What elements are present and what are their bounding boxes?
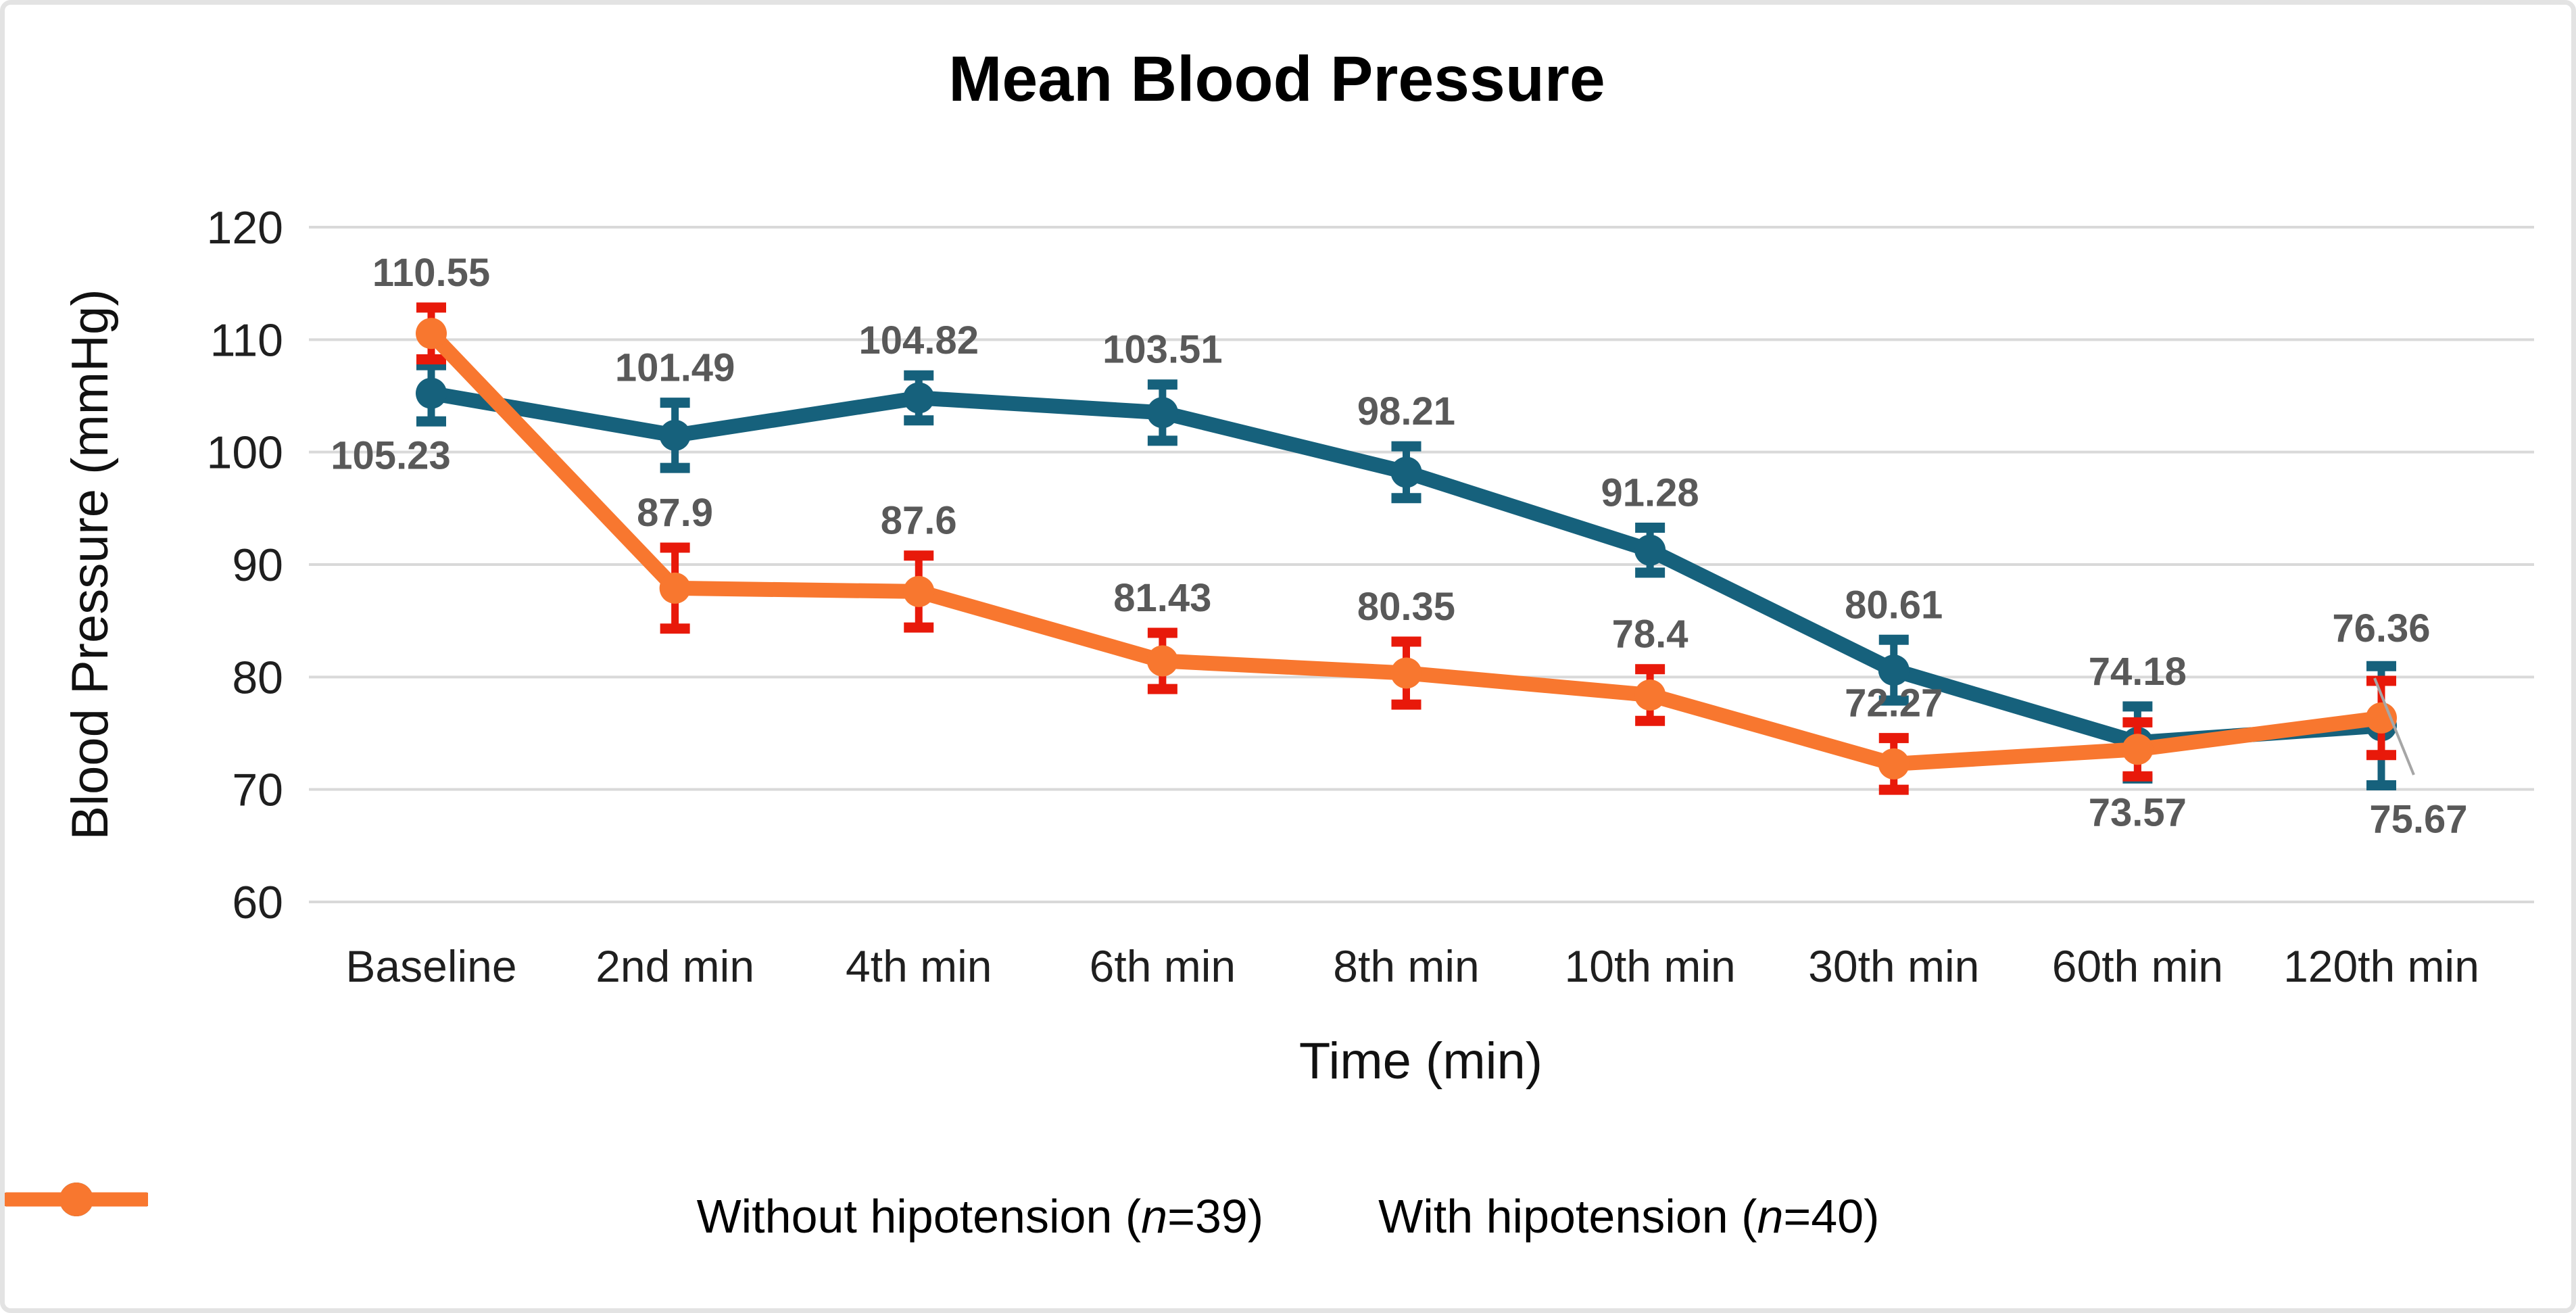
x-axis-title: Time (min) <box>1299 1032 1542 1090</box>
data-label: 81.43 <box>1113 576 1211 620</box>
data-point-marker <box>2122 734 2154 765</box>
data-label: 80.61 <box>1845 583 1943 627</box>
data-point-marker <box>416 377 447 409</box>
plot-svg: Mean Blood Pressure Time (min) Blood Pre… <box>62 43 2534 1090</box>
y-axis-title: Blood Pressure (mmHg) <box>62 289 119 840</box>
data-label: 78.4 <box>1612 613 1688 656</box>
data-labels: 105.23 101.49 104.82 103.51 98.21 91.28 80.61 7… <box>331 251 2467 842</box>
x-tick-label: Baseline <box>345 941 516 991</box>
data-point-marker <box>903 575 935 607</box>
y-tick-label: 90 <box>232 540 283 591</box>
data-point-marker <box>903 382 935 414</box>
legend-label: Without hipotension (n=39) <box>696 1190 1264 1243</box>
data-label: 76.36 <box>2332 606 2430 650</box>
data-label: 91.28 <box>1601 471 1699 515</box>
x-tick-label: 4th min <box>846 941 992 991</box>
data-label: 75.67 <box>2369 798 2467 842</box>
data-label: 105.23 <box>331 433 450 477</box>
data-point-marker <box>416 318 447 350</box>
series-with-hipotension-n-40 <box>416 302 2397 795</box>
data-label: 87.6 <box>881 499 957 543</box>
data-label: 104.82 <box>859 318 979 362</box>
y-tick-label: 100 <box>207 427 283 479</box>
chart-title: Mean Blood Pressure <box>948 43 1605 115</box>
data-point-marker <box>1146 645 1178 677</box>
data-label: 80.35 <box>1357 585 1455 629</box>
data-label: 73.57 <box>2089 790 2187 834</box>
label-leader-line <box>2373 677 2415 775</box>
y-tick-labels: 120 110 100 90 80 70 60 <box>207 202 283 928</box>
y-tick-label: 120 <box>207 202 283 254</box>
y-tick-label: 110 <box>210 314 283 366</box>
y-tick-label: 70 <box>232 765 283 816</box>
data-label: 74.18 <box>2089 650 2187 694</box>
data-label: 101.49 <box>615 346 735 390</box>
x-tick-label: 60th min <box>2052 941 2223 991</box>
data-point-marker <box>1878 654 1910 686</box>
data-point-marker <box>1634 679 1666 711</box>
data-point-marker <box>1878 748 1910 780</box>
leader-lines <box>2373 677 2415 775</box>
data-label: 87.9 <box>637 491 713 535</box>
x-tick-labels: Baseline 2nd min 4th min 6th min 8th min 10th… <box>345 941 2479 991</box>
data-point-marker <box>659 572 691 604</box>
x-tick-label: 30th min <box>1808 941 1979 991</box>
data-point-marker <box>1146 397 1178 429</box>
x-tick-label: 2nd min <box>596 941 754 991</box>
legend-item-without-hipotension-n-39: Without hipotension (n=39) <box>5 1183 1264 1243</box>
x-tick-label: 8th min <box>1333 941 1479 991</box>
data-label: 103.51 <box>1102 328 1222 372</box>
x-tick-label: 10th min <box>1565 941 1736 991</box>
data-label: 72.27 <box>1845 682 1943 725</box>
legend-label: With hipotension (n=40) <box>1378 1190 1880 1243</box>
data-label: 110.55 <box>372 251 490 295</box>
y-tick-label: 80 <box>232 652 283 703</box>
data-point-marker <box>1390 456 1422 488</box>
x-tick-label: 120th min <box>2283 941 2479 991</box>
legend-item-with-hipotension-n-40: With hipotension (n=40) <box>5 1183 1880 1243</box>
data-point-marker <box>2366 702 2397 734</box>
legend: Without hipotension (n=39) With hipotensi… <box>5 1176 2571 1257</box>
data-point-marker <box>659 419 691 451</box>
data-point-marker <box>1634 534 1666 566</box>
y-tick-label: 60 <box>232 877 283 928</box>
x-tick-label: 6th min <box>1090 941 1236 991</box>
data-point-marker <box>1390 657 1422 689</box>
data-label: 98.21 <box>1357 389 1455 433</box>
legend-marker <box>5 1183 148 1216</box>
